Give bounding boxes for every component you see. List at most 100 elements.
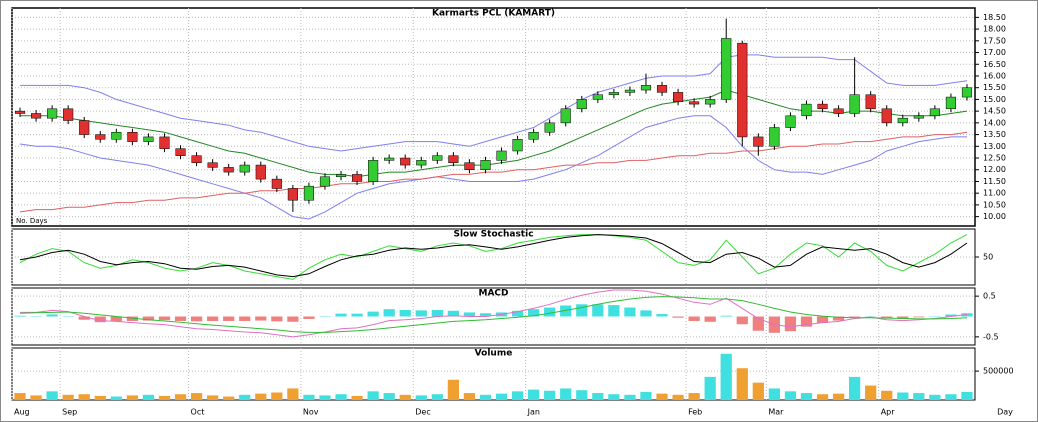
y-tick-label: 15.50 [983, 83, 1006, 92]
line-series [19, 234, 968, 280]
histogram-bar [576, 304, 588, 317]
volume-bar [110, 396, 122, 400]
candle-body [271, 178, 282, 189]
histogram-bar [736, 316, 748, 325]
candle-body [512, 139, 523, 152]
y-tick-label: -0.5 [983, 332, 999, 341]
y-tick-label: 10.00 [983, 212, 1006, 221]
histogram-bar [913, 316, 925, 318]
candle-body [191, 155, 202, 163]
volume-bar [207, 395, 219, 400]
histogram-bar [463, 312, 476, 317]
histogram-bar [46, 314, 58, 317]
y-tick-label: 17.50 [983, 36, 1006, 45]
volume-bar [720, 353, 732, 400]
histogram-bar [431, 309, 443, 317]
volume-bar [223, 396, 235, 400]
panel-title: MACD [479, 289, 509, 299]
candle-body [352, 174, 363, 182]
candle-body [480, 160, 491, 170]
candle-body [14, 110, 26, 114]
y-tick-label: 16.00 [983, 71, 1006, 80]
volume-bar [736, 368, 748, 400]
histogram-bar [528, 309, 540, 317]
histogram-bar [78, 316, 90, 320]
candle-body [640, 85, 652, 91]
volume-bar [560, 388, 572, 400]
candle-body [913, 115, 924, 119]
volume-bar [62, 394, 74, 400]
volume-bar [528, 389, 540, 400]
volume-bar [239, 394, 251, 400]
x-tick-label: Sep [62, 408, 77, 417]
volume-bar [849, 376, 861, 400]
annotation: No. Days [16, 217, 48, 225]
x-tick-label: Dec [415, 408, 430, 417]
candle-body [721, 38, 732, 100]
histogram-bar [624, 307, 636, 317]
y-tick-label: 12.50 [983, 154, 1006, 163]
histogram-bar [849, 316, 861, 318]
volume-bar [592, 393, 604, 400]
histogram-bar [688, 316, 700, 321]
volume-bar [351, 395, 363, 400]
volume-bar [752, 382, 764, 400]
histogram-bar [752, 316, 764, 331]
candle-body [769, 127, 780, 147]
volume-bar [784, 391, 797, 400]
volume-bar [174, 394, 187, 400]
x-tick-label: Nov [303, 408, 319, 417]
volume-bar [463, 393, 476, 400]
histogram-bar [816, 316, 829, 324]
volume-bar [142, 394, 155, 400]
line-series [19, 296, 968, 333]
candle-body [127, 131, 138, 142]
candle-body [368, 160, 379, 182]
candle-body [961, 87, 973, 98]
histogram-bar [447, 310, 459, 317]
histogram-bar [704, 316, 716, 322]
volume-bar [865, 385, 877, 400]
y-tick-label: 500000 [983, 367, 1014, 376]
histogram-bar [367, 311, 379, 317]
candle-body [865, 94, 876, 110]
volume-bar [672, 394, 684, 400]
volume-bar [913, 393, 925, 400]
candle-body [656, 85, 668, 93]
candle-body [464, 162, 475, 170]
candle-body [303, 185, 314, 201]
volume-bar [255, 393, 267, 400]
candle-body [111, 131, 122, 140]
volume-bar [544, 390, 556, 400]
volume-bar [367, 391, 379, 400]
y-tick-label: 14.00 [983, 118, 1006, 127]
y-tick-label: 0.5 [983, 292, 996, 301]
y-tick-label: 15.00 [983, 95, 1006, 104]
x-tick-label: Jan [527, 408, 540, 417]
volume-bar [479, 394, 492, 400]
histogram-bar [511, 310, 524, 317]
histogram-bar [335, 313, 347, 317]
histogram-bar [207, 316, 219, 321]
histogram-bar [945, 314, 957, 317]
candle-body [239, 164, 250, 173]
volume-bar [303, 394, 315, 400]
histogram-bar [142, 316, 155, 321]
volume-bar [190, 393, 203, 400]
volume-bar [30, 395, 42, 400]
candle-body [31, 113, 42, 119]
volume-bar [640, 391, 652, 400]
volume-bar [126, 395, 138, 400]
histogram-bar [399, 309, 411, 317]
histogram-bar [640, 310, 652, 317]
histogram-bar [303, 316, 315, 319]
volume-bar [415, 395, 427, 400]
candle-body [496, 150, 507, 161]
volume-bar [704, 376, 716, 400]
candle-body [223, 167, 234, 173]
histogram-bar [881, 316, 893, 319]
candle-body [384, 157, 395, 161]
histogram-bar [223, 316, 235, 321]
histogram-bar [479, 313, 492, 317]
x-tick-label: Oct [191, 408, 205, 417]
